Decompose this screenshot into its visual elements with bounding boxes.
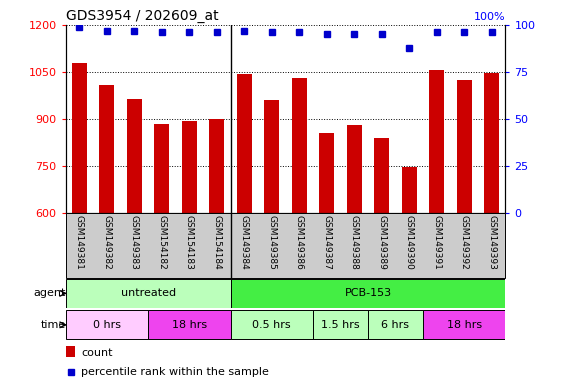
Bar <box>182 121 197 213</box>
Text: GSM154182: GSM154182 <box>158 215 166 270</box>
Text: GSM149389: GSM149389 <box>377 215 386 270</box>
Text: GSM149385: GSM149385 <box>267 215 276 270</box>
Bar <box>374 138 389 213</box>
Text: GSM154183: GSM154183 <box>185 215 194 270</box>
Bar <box>99 84 114 213</box>
Bar <box>484 73 499 213</box>
Bar <box>457 80 472 213</box>
Bar <box>66 311 148 339</box>
Text: 100%: 100% <box>474 12 505 22</box>
Text: GSM149386: GSM149386 <box>295 215 304 270</box>
Text: PCB-153: PCB-153 <box>344 288 392 298</box>
Bar <box>401 167 417 213</box>
Text: GSM149390: GSM149390 <box>405 215 413 270</box>
Bar <box>313 311 368 339</box>
Bar <box>231 279 505 308</box>
Text: time: time <box>41 320 66 330</box>
Text: GSM149384: GSM149384 <box>240 215 249 270</box>
Text: GSM149391: GSM149391 <box>432 215 441 270</box>
Text: GSM149387: GSM149387 <box>322 215 331 270</box>
Text: GSM149393: GSM149393 <box>487 215 496 270</box>
Text: GDS3954 / 202609_at: GDS3954 / 202609_at <box>66 8 218 23</box>
Bar <box>148 311 231 339</box>
Bar <box>347 125 362 213</box>
Text: untreated: untreated <box>120 288 176 298</box>
Text: GSM149381: GSM149381 <box>75 215 84 270</box>
Bar <box>264 100 279 213</box>
Text: 1.5 hrs: 1.5 hrs <box>321 320 360 330</box>
Text: 0.5 hrs: 0.5 hrs <box>252 320 291 330</box>
Text: GSM149382: GSM149382 <box>102 215 111 270</box>
Bar <box>66 346 75 357</box>
Bar <box>237 74 252 213</box>
Bar <box>423 311 505 339</box>
Text: 18 hrs: 18 hrs <box>172 320 207 330</box>
Text: agent: agent <box>33 288 66 298</box>
Bar <box>368 311 423 339</box>
Text: GSM154184: GSM154184 <box>212 215 222 270</box>
Text: 6 hrs: 6 hrs <box>381 320 409 330</box>
Text: percentile rank within the sample: percentile rank within the sample <box>81 367 269 377</box>
Text: 18 hrs: 18 hrs <box>447 320 482 330</box>
Text: GSM149392: GSM149392 <box>460 215 469 270</box>
Bar <box>292 78 307 213</box>
Text: GSM149383: GSM149383 <box>130 215 139 270</box>
Bar <box>154 124 170 213</box>
Bar <box>127 99 142 213</box>
Text: count: count <box>81 348 112 358</box>
Bar <box>72 63 87 213</box>
Bar <box>319 133 334 213</box>
Bar <box>231 311 313 339</box>
Bar <box>66 279 231 308</box>
Bar <box>429 70 444 213</box>
Text: GSM149388: GSM149388 <box>349 215 359 270</box>
Text: 0 hrs: 0 hrs <box>93 320 121 330</box>
Bar <box>209 119 224 213</box>
